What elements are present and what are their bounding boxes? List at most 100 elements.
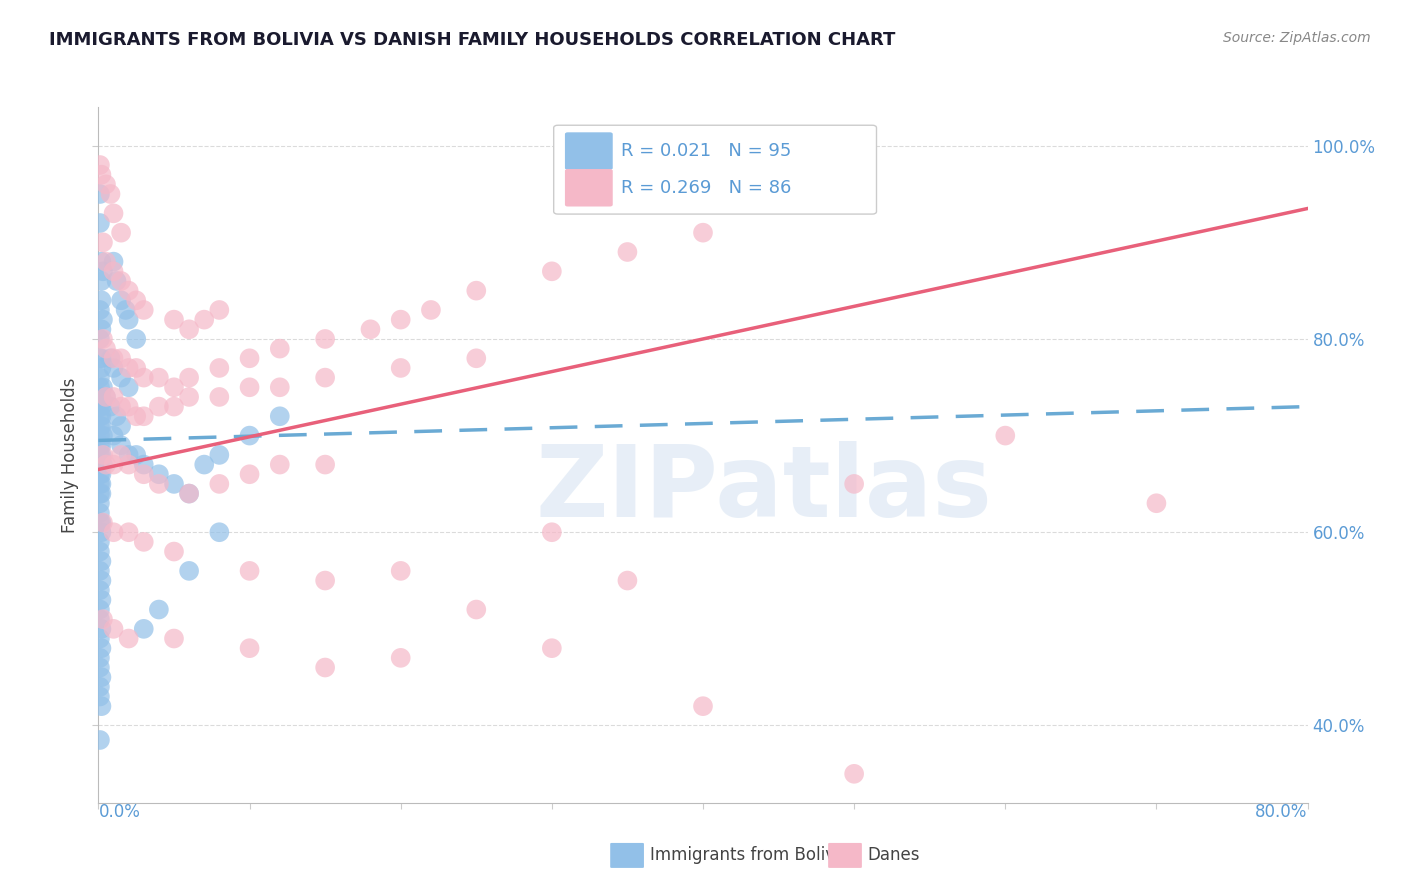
Point — [89, 535, 111, 549]
Point — [239, 351, 262, 366]
Point — [148, 467, 170, 482]
Point — [89, 733, 111, 747]
Point — [389, 361, 412, 376]
Point — [89, 438, 111, 452]
Point — [269, 380, 291, 394]
Point — [91, 380, 114, 394]
Point — [89, 380, 111, 394]
Text: 80.0%: 80.0% — [1256, 803, 1308, 821]
Point — [89, 448, 111, 462]
Point — [193, 312, 215, 326]
Point — [239, 641, 262, 656]
Point — [90, 254, 112, 268]
Point — [89, 564, 111, 578]
Point — [89, 400, 111, 414]
Point — [148, 370, 170, 384]
Point — [90, 274, 112, 288]
Point — [110, 351, 132, 366]
Point — [100, 187, 122, 202]
Point — [91, 448, 114, 462]
Point — [90, 622, 112, 636]
Point — [110, 370, 132, 384]
Point — [118, 525, 141, 540]
Point — [125, 293, 148, 308]
Point — [89, 370, 111, 384]
Point — [360, 322, 382, 336]
Point — [389, 651, 412, 665]
Point — [465, 284, 488, 298]
Point — [91, 612, 114, 626]
Point — [90, 448, 112, 462]
Point — [91, 458, 114, 472]
Point — [148, 476, 170, 491]
Point — [103, 206, 125, 220]
Point — [89, 602, 111, 616]
Point — [103, 361, 125, 376]
Point — [94, 254, 117, 268]
Point — [163, 380, 186, 394]
Point — [692, 699, 714, 714]
Point — [103, 351, 125, 366]
Point — [132, 370, 155, 384]
Point — [89, 187, 111, 202]
Point — [1144, 496, 1167, 510]
Point — [90, 486, 112, 500]
Point — [94, 342, 117, 356]
Point — [89, 486, 111, 500]
Point — [90, 699, 112, 714]
Point — [179, 486, 201, 500]
Point — [105, 274, 128, 288]
Point — [208, 448, 231, 462]
Y-axis label: Family Households: Family Households — [60, 377, 79, 533]
Point — [89, 476, 111, 491]
Point — [110, 274, 132, 288]
Text: R = 0.269   N = 86: R = 0.269 N = 86 — [621, 179, 792, 197]
Point — [90, 322, 112, 336]
Point — [90, 293, 112, 308]
Point — [90, 351, 112, 366]
Point — [314, 660, 336, 674]
Point — [89, 651, 111, 665]
Point — [179, 322, 201, 336]
Text: IMMIGRANTS FROM BOLIVIA VS DANISH FAMILY HOUSEHOLDS CORRELATION CHART: IMMIGRANTS FROM BOLIVIA VS DANISH FAMILY… — [49, 31, 896, 49]
Point — [314, 370, 336, 384]
Point — [125, 361, 148, 376]
Point — [89, 583, 111, 598]
Point — [465, 351, 488, 366]
Point — [540, 264, 562, 278]
Point — [239, 467, 262, 482]
Point — [94, 390, 117, 404]
Point — [118, 361, 141, 376]
Point — [132, 303, 155, 318]
Point — [208, 476, 231, 491]
Point — [94, 390, 117, 404]
Point — [239, 564, 262, 578]
Point — [239, 428, 262, 442]
Point — [110, 438, 132, 452]
Point — [94, 178, 117, 192]
Point — [179, 486, 201, 500]
Point — [90, 525, 112, 540]
Point — [89, 332, 111, 346]
Point — [179, 390, 201, 404]
Point — [994, 428, 1017, 442]
Point — [616, 574, 638, 588]
Point — [103, 428, 125, 442]
Point — [163, 400, 186, 414]
Point — [118, 458, 141, 472]
Point — [269, 342, 291, 356]
Point — [132, 535, 155, 549]
Point — [314, 458, 336, 472]
Point — [90, 467, 112, 482]
Point — [89, 351, 111, 366]
Point — [90, 592, 112, 607]
Point — [90, 409, 112, 424]
Point — [110, 400, 132, 414]
Point — [540, 641, 562, 656]
Point — [125, 409, 148, 424]
Point — [89, 158, 111, 172]
Point — [616, 244, 638, 259]
Point — [148, 400, 170, 414]
Point — [389, 312, 412, 326]
Point — [103, 622, 125, 636]
